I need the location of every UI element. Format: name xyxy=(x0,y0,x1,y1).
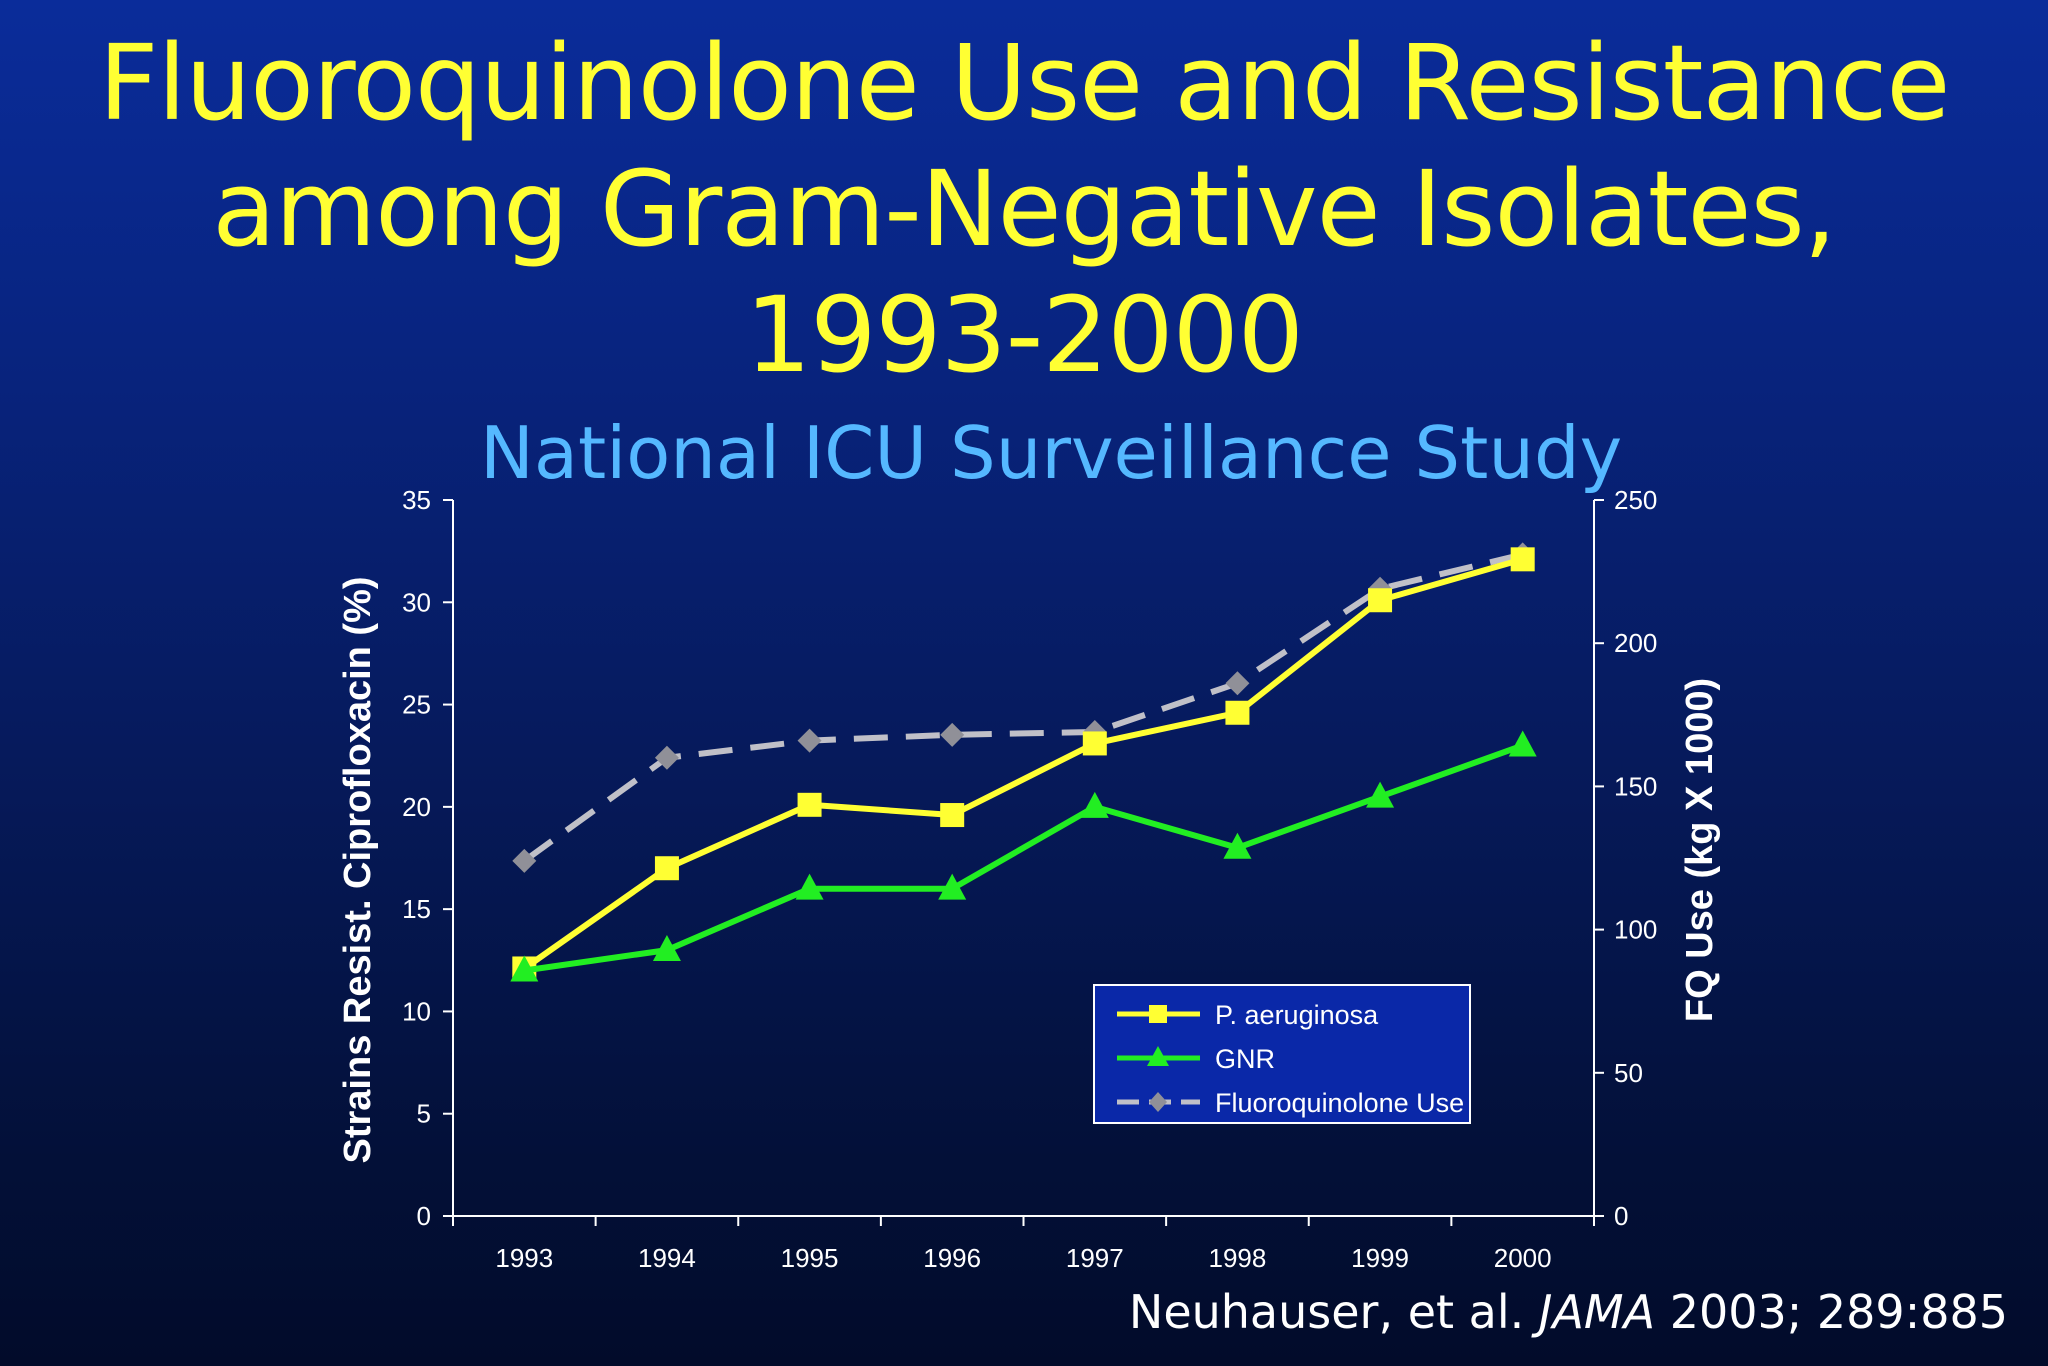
legend-item-p-aeruginosa: P. aeruginosa xyxy=(1105,996,1465,1032)
data-point-triangle xyxy=(938,873,967,900)
data-point-triangle xyxy=(1080,791,1109,818)
citation-journal: JAMA xyxy=(1538,1285,1656,1339)
x-tick-label: 1997 xyxy=(1066,1243,1124,1273)
y2-tick-label: 50 xyxy=(1614,1058,1643,1088)
y-tick-label: 20 xyxy=(402,792,431,822)
series-line-gnr xyxy=(523,742,1524,974)
data-point-triangle xyxy=(1223,832,1252,859)
legend-line-square-icon xyxy=(1117,1005,1200,1023)
x-tick-label: 1999 xyxy=(1351,1243,1409,1273)
x-tick-label: 1996 xyxy=(923,1243,981,1273)
citation-details: 2003; 289:885 xyxy=(1669,1285,2008,1339)
y-tick-label: 5 xyxy=(417,1099,431,1129)
slide-subtitle: National ICU Surveillance Study xyxy=(480,411,1623,495)
y2-axis-label: FQ Use (kg X 1000) xyxy=(1679,678,1721,1022)
data-point-square xyxy=(797,792,822,817)
y-axis-label: Strains Resist. Ciprofloxacin (%) xyxy=(337,576,379,1163)
chart-series xyxy=(510,542,1537,982)
citation: Neuhauser, et al. JAMA 2003; 289:885 xyxy=(1129,1282,2008,1342)
title-line-3: 1993-2000 xyxy=(745,274,1304,396)
legend-label: P. aeruginosa xyxy=(1215,1000,1379,1030)
chart-legend: P. aeruginosa GNR Fluoroquinolone Use xyxy=(1093,984,1471,1124)
data-point-diamond xyxy=(797,728,822,753)
data-point-triangle xyxy=(510,955,539,982)
x-tick-label: 2000 xyxy=(1494,1243,1552,1273)
data-point-square xyxy=(1225,700,1250,725)
data-point-square xyxy=(1510,547,1535,572)
data-point-diamond xyxy=(940,722,965,747)
chart-ticks: 0 5 10 15 20 25 30 35 0 50 100 150 200 250 1993 1994 199… xyxy=(402,485,1657,1273)
series-line-p-aeruginosa xyxy=(522,556,1524,971)
title-line-1: Fluoroquinolone Use and Resistance xyxy=(98,22,1951,144)
data-point-square xyxy=(654,856,679,881)
data-point-diamond xyxy=(1225,671,1250,696)
y-tick-label: 0 xyxy=(417,1201,431,1231)
legend-label: GNR xyxy=(1215,1044,1275,1074)
y2-tick-label: 250 xyxy=(1614,485,1657,515)
y2-tick-label: 150 xyxy=(1614,771,1657,801)
y-tick-label: 10 xyxy=(402,996,431,1026)
y2-tick-label: 0 xyxy=(1614,1201,1628,1231)
legend-item-gnr: GNR xyxy=(1105,1040,1465,1076)
legend-label: Fluoroquinolone Use xyxy=(1215,1088,1465,1118)
data-point-triangle xyxy=(795,873,824,900)
y-tick-label: 30 xyxy=(402,587,431,617)
data-point-triangle xyxy=(1366,781,1395,808)
title-line-2: among Gram-Negative Isolates, xyxy=(212,148,1836,270)
slide-title: Fluoroquinolone Use and Resistance among… xyxy=(0,20,2048,398)
data-point-triangle xyxy=(652,935,681,962)
y-tick-label: 15 xyxy=(402,894,431,924)
data-point-diamond xyxy=(512,848,537,873)
x-tick-label: 1995 xyxy=(781,1243,839,1273)
series-line-fluoroquinolone-use xyxy=(522,551,1524,864)
data-point-square xyxy=(940,803,965,828)
x-tick-label: 1993 xyxy=(495,1243,553,1273)
legend-item-fq-use: Fluoroquinolone Use xyxy=(1105,1084,1465,1120)
data-point-square xyxy=(1082,731,1107,756)
legend-line-triangle-icon xyxy=(1117,1046,1200,1066)
y-tick-label: 35 xyxy=(402,485,431,515)
y-tick-label: 25 xyxy=(402,690,431,720)
y2-tick-label: 200 xyxy=(1614,628,1657,658)
citation-authors: Neuhauser, et al. xyxy=(1128,1285,1525,1339)
x-tick-label: 1994 xyxy=(638,1243,696,1273)
legend-line-diamond-icon xyxy=(1117,1092,1200,1112)
data-point-diamond xyxy=(654,745,679,770)
x-tick-label: 1998 xyxy=(1209,1243,1267,1273)
data-point-triangle xyxy=(1508,730,1537,757)
data-point-square xyxy=(1368,588,1393,613)
y2-tick-label: 100 xyxy=(1614,915,1657,945)
